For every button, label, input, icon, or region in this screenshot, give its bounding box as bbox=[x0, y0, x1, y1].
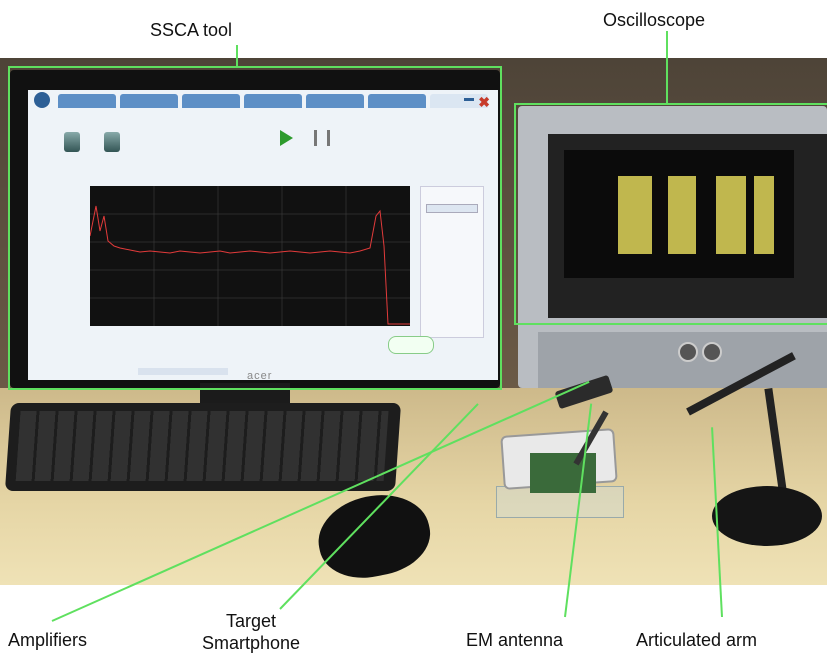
save-project-as-icon bbox=[104, 132, 120, 152]
tab bbox=[306, 94, 364, 108]
keys bbox=[15, 411, 389, 481]
label-em-antenna: EM antenna bbox=[466, 630, 564, 650]
keyboard bbox=[4, 403, 402, 491]
ssca-tool-screen: ✖ bbox=[28, 90, 498, 380]
side-dropdown bbox=[426, 204, 478, 213]
smartphone-board bbox=[530, 453, 596, 493]
monitor: ✖ acer bbox=[10, 70, 500, 388]
save-project-icon bbox=[64, 132, 80, 152]
knob-icon bbox=[702, 342, 722, 362]
oscilloscope-device bbox=[518, 106, 827, 388]
status-bar bbox=[138, 368, 228, 375]
signal-burst bbox=[668, 176, 696, 254]
tab bbox=[368, 94, 426, 108]
label-articulated-arm: Articulated arm bbox=[636, 630, 758, 650]
oscilloscope-highlight bbox=[514, 103, 827, 325]
knob-icon bbox=[678, 342, 698, 362]
oscilloscope-callout-line bbox=[666, 31, 668, 103]
label-target-line1: Target bbox=[225, 611, 277, 631]
ssca-callout-line bbox=[236, 45, 238, 67]
em-trace-line bbox=[89, 205, 410, 325]
monitor-brand: acer bbox=[247, 370, 273, 382]
play-icon bbox=[280, 130, 293, 146]
ssca-tool-highlight bbox=[8, 66, 502, 390]
app-tabs bbox=[58, 94, 488, 108]
label-oscilloscope: Oscilloscope bbox=[603, 10, 706, 30]
signal-burst bbox=[754, 176, 774, 254]
signal-burst bbox=[618, 176, 652, 254]
nav-arrows bbox=[388, 336, 434, 354]
tab bbox=[244, 94, 302, 108]
tab bbox=[120, 94, 178, 108]
app-logo-icon bbox=[34, 92, 50, 108]
tab bbox=[58, 94, 116, 108]
tab bbox=[182, 94, 240, 108]
label-target-line2: Smartphone bbox=[201, 633, 301, 653]
signal-burst bbox=[716, 176, 746, 254]
trace-plot-svg bbox=[89, 186, 410, 326]
label-ssca-tool: SSCA tool bbox=[150, 20, 233, 40]
label-amplifiers: Amplifiers bbox=[8, 630, 88, 650]
minimize-icon bbox=[464, 98, 474, 101]
trace-plot bbox=[89, 186, 410, 326]
arm-base bbox=[712, 486, 822, 546]
tab bbox=[430, 94, 488, 108]
lab-setup-photo: ✖ acer bbox=[0, 58, 827, 585]
pause-icon bbox=[314, 130, 330, 146]
label-target-smartphone: Target Smartphone bbox=[196, 610, 306, 654]
close-icon: ✖ bbox=[478, 94, 490, 110]
